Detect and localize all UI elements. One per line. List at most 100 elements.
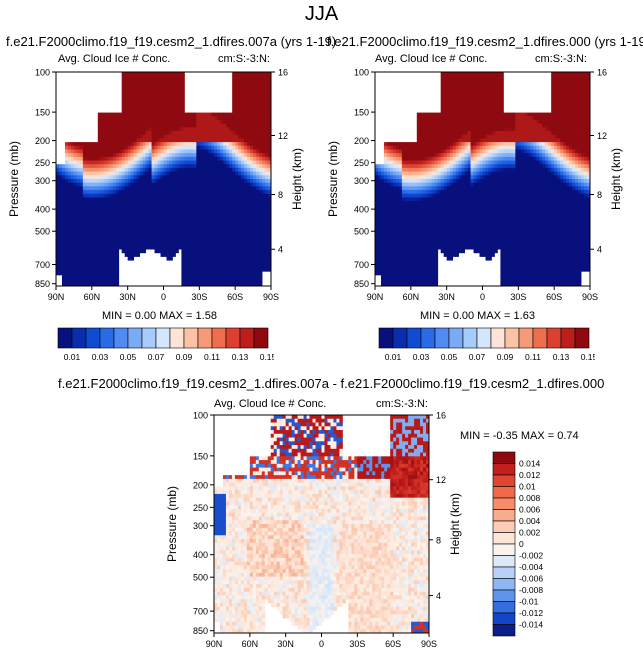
panel1-cell <box>118 212 123 217</box>
panel2-cell <box>587 94 591 99</box>
panel1-cell <box>259 208 263 213</box>
panel1-cell <box>238 94 242 99</box>
panel1-cell <box>253 230 257 235</box>
panel2-cell <box>461 116 465 121</box>
panel2-cell <box>530 123 534 128</box>
panel1-cell <box>115 149 120 154</box>
panel2-cell <box>566 164 570 169</box>
panel1-cell <box>238 145 242 150</box>
panel2-cell <box>545 160 549 165</box>
panel2-cell <box>425 131 430 136</box>
panel1-cell <box>139 123 143 128</box>
panel1-cell <box>226 249 230 254</box>
colorbar1-swatch <box>155 327 171 349</box>
panel1-cell <box>217 219 221 224</box>
panel2-cell <box>578 149 582 154</box>
panel1-cell <box>214 131 218 136</box>
panel1-cell <box>145 94 149 99</box>
panel1-cell <box>262 160 266 165</box>
panel1-cell <box>109 223 114 228</box>
panel1-cell <box>73 153 78 158</box>
panel1-cell <box>127 208 132 213</box>
panel1-cell <box>56 256 60 261</box>
panel1-cell <box>205 241 209 246</box>
panel1-cell <box>172 190 176 195</box>
panel1-cell <box>268 234 272 239</box>
panel1-cell <box>157 167 161 173</box>
panel1-cell <box>268 256 272 261</box>
panel1-cell <box>139 138 143 143</box>
panel1-cell <box>61 274 66 280</box>
panel2-cell <box>479 101 483 106</box>
panel1-cell <box>154 142 158 147</box>
panel2-cell <box>578 142 582 147</box>
panel1-cell <box>151 108 155 113</box>
panel1-cell <box>109 127 114 132</box>
panel1-cell <box>190 274 194 280</box>
panel2-cell <box>509 164 513 169</box>
panel1-cell <box>169 179 173 184</box>
panel2-cell <box>461 171 465 176</box>
panel2-cell <box>431 156 436 161</box>
panel1-cell <box>61 219 66 224</box>
panel1-cell <box>118 142 123 147</box>
panel1-ytick-label: 400 <box>35 205 50 215</box>
panel2-cell <box>545 127 549 132</box>
panel1-cell <box>67 219 72 224</box>
panel2-cell <box>410 164 415 169</box>
panel1-cell <box>151 134 155 139</box>
panel1-cell <box>148 149 152 154</box>
panel1-cell <box>199 245 203 250</box>
panel1-cell <box>79 282 84 287</box>
panel2-cell <box>500 116 504 121</box>
panel1-cell <box>106 260 111 265</box>
panel1-cell <box>166 160 170 165</box>
panel1-cell <box>259 101 263 106</box>
colorbar1-swatch <box>183 327 199 349</box>
panel2-cell <box>443 83 448 88</box>
panel2-cell <box>578 108 582 113</box>
panel1-cell <box>163 86 167 91</box>
panel1-cell <box>85 223 90 228</box>
panel1-cell <box>145 97 149 102</box>
panel1-cell <box>226 230 230 235</box>
panel1-cell <box>85 252 90 257</box>
panel1-cell <box>67 190 72 195</box>
panel1-cell <box>250 238 254 243</box>
panel1-cell <box>67 160 72 165</box>
panel1-cell <box>163 94 167 99</box>
panel2-cell <box>557 94 561 99</box>
panel2-cell <box>440 72 445 77</box>
panel1-cell <box>211 190 215 195</box>
panel2-cell <box>527 142 531 147</box>
panel1-cell <box>229 208 233 213</box>
panel1-cell <box>205 175 209 180</box>
panel1-cell <box>214 119 218 125</box>
panel1-cell <box>58 249 63 254</box>
panel2-cell <box>434 119 439 125</box>
panel2-cell <box>392 167 397 173</box>
panel1-cell <box>226 190 230 195</box>
panel2-cell <box>422 138 427 143</box>
panel1-cell <box>148 94 152 99</box>
panel1-cell <box>178 171 182 176</box>
panel1-cell <box>172 167 176 173</box>
panel1-cell <box>121 245 126 250</box>
panel2-cell <box>449 97 454 102</box>
panel1-cell <box>106 186 111 191</box>
panel2-cell <box>515 112 519 117</box>
panel2-cell <box>536 160 540 165</box>
panel1-cell <box>166 190 170 195</box>
panel2-cell <box>497 97 501 102</box>
panel1-cell <box>106 182 111 187</box>
panel1-cell <box>169 223 173 228</box>
panel1-cell <box>238 186 242 191</box>
panel1-cell <box>238 234 242 239</box>
panel1-cell <box>94 278 99 283</box>
panel2-cell <box>431 171 436 176</box>
panel1-cell <box>97 171 102 176</box>
panel1-cell <box>238 230 242 235</box>
panel2-cell <box>452 112 457 117</box>
panel2-cell <box>506 123 510 128</box>
panel1-cell <box>88 241 93 246</box>
